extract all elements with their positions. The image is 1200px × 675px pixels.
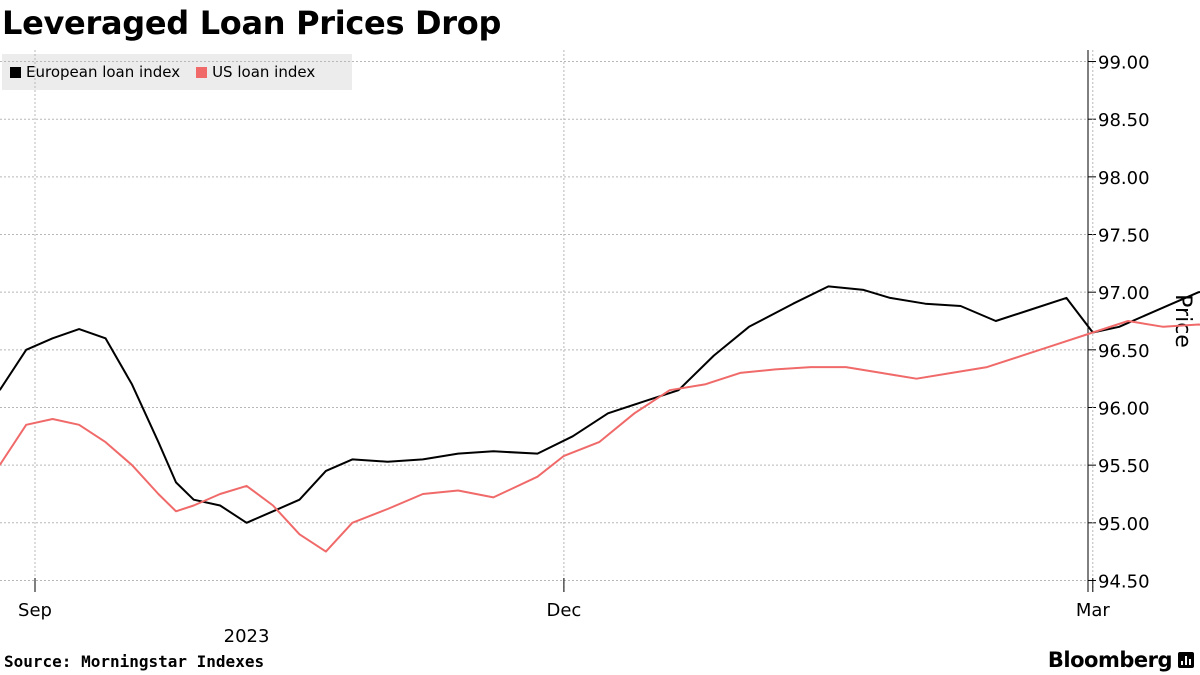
x-tick-label: Dec [546, 600, 581, 621]
y-tick-label: 99.00 [1098, 53, 1150, 74]
legend-item-european: European loan index [10, 63, 180, 81]
x-tick-label: Sep [18, 600, 52, 621]
y-tick-label: 96.50 [1098, 341, 1150, 362]
series-line-us [0, 320, 1200, 553]
y-tick-label: 98.50 [1098, 110, 1150, 131]
series-line-european [0, 285, 1200, 524]
legend-label-us: US loan index [212, 63, 316, 81]
y-tick-label: 97.50 [1098, 226, 1150, 247]
bloomberg-chart-icon [1178, 652, 1194, 668]
x-tick-label: Mar [1076, 600, 1111, 621]
chart-title: Leveraged Loan Prices Drop [2, 4, 502, 42]
y-tick-label: 96.00 [1098, 398, 1150, 419]
legend: European loan index US loan index [2, 54, 352, 90]
brand-logo-text: Bloomberg [1047, 648, 1173, 672]
legend-swatch-european [10, 66, 21, 78]
y-tick-label: 98.00 [1098, 168, 1150, 189]
y-tick-label: 95.00 [1098, 514, 1150, 535]
y-tick-label: 97.00 [1098, 283, 1150, 304]
source-note: Source: Morningstar Indexes [4, 652, 265, 671]
y-tick-label: 94.50 [1098, 571, 1150, 592]
legend-swatch-us [196, 66, 208, 78]
y-tick-label: 95.50 [1098, 456, 1150, 477]
legend-item-us: US loan index [196, 63, 315, 81]
legend-label-european: European loan index [26, 63, 181, 81]
x-year-label: 2023 [224, 626, 270, 647]
